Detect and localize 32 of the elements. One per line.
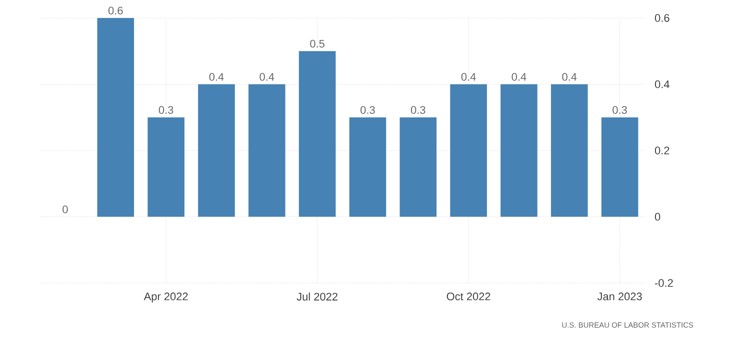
- bar: [601, 117, 638, 217]
- data-label: 0.4: [209, 72, 224, 81]
- x-tick-label: Jul 2022: [296, 292, 338, 301]
- bar: [298, 51, 336, 217]
- data-label: 0.6: [108, 6, 123, 14]
- data-label: 0.3: [410, 106, 426, 114]
- bar: [198, 84, 235, 217]
- y-tick-label: 0.6: [654, 14, 670, 22]
- data-label: 0.4: [512, 72, 526, 81]
- y-tick-label: -0.2: [655, 279, 673, 287]
- bar: [248, 84, 286, 217]
- y-tick-label: 0.2: [654, 146, 670, 154]
- x-tick-label: Jan 2023: [597, 292, 642, 300]
- data-label: 0.4: [461, 72, 476, 81]
- bar: [550, 84, 588, 217]
- bar: [97, 18, 134, 217]
- x-tick-label: Oct 2022: [446, 292, 490, 300]
- bar: [349, 117, 386, 217]
- data-label: 0.4: [562, 72, 577, 81]
- data-label: 0: [62, 205, 68, 214]
- bar: [500, 84, 538, 217]
- bar: [400, 117, 437, 217]
- x-tick-label: Apr 2022: [144, 292, 188, 302]
- data-label: 0.3: [612, 106, 627, 114]
- y-tick-label: 0: [654, 212, 660, 221]
- data-label: 0.5: [310, 40, 324, 48]
- data-label: 0.3: [360, 106, 375, 114]
- data-label: 0.4: [260, 72, 274, 81]
- data-label: 0.3: [158, 106, 174, 114]
- y-tick-label: 0.4: [654, 80, 670, 88]
- bar: [148, 117, 184, 217]
- bar: [450, 84, 487, 217]
